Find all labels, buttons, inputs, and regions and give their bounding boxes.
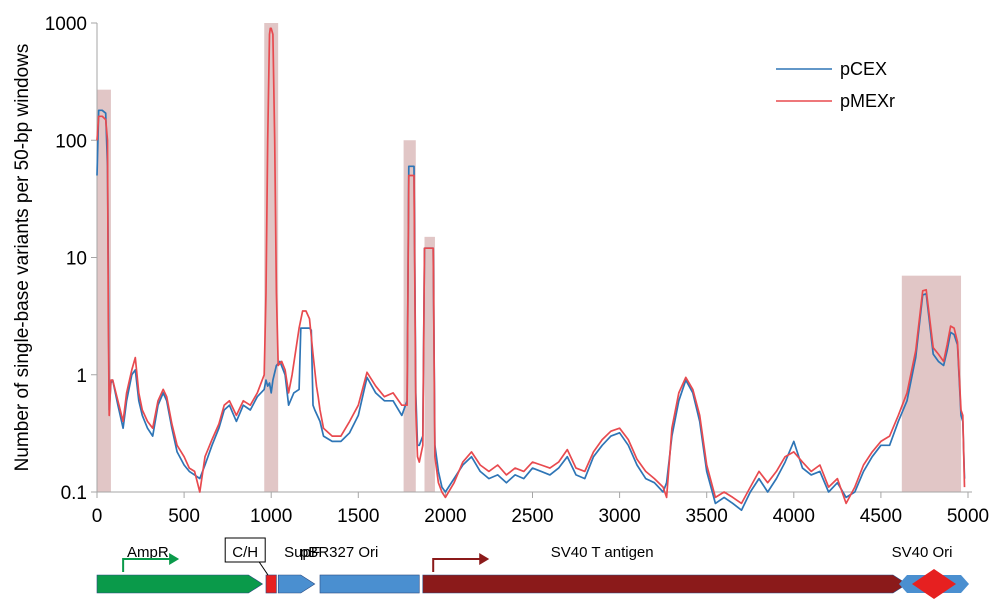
y-ticks: 0.1 1 10 100 1000	[45, 14, 97, 504]
map-label-box	[224, 537, 266, 563]
y-tick-label: 1	[76, 366, 87, 387]
map-label-1: C/H	[232, 544, 258, 561]
x-tick-label: 5000	[947, 506, 989, 527]
promoter-arrow	[432, 558, 482, 572]
x-tick-label: 3500	[686, 506, 728, 527]
legend-label-pCEX: pCEX	[840, 59, 887, 79]
promoter-arrow	[122, 558, 172, 572]
map-label-2: SupF	[284, 544, 320, 561]
y-axis-title: Number of single-base variants per 50-bp…	[12, 44, 33, 472]
map-label-leader	[258, 561, 269, 576]
highlight-region-4	[901, 275, 962, 492]
map-label-0: AmpR	[127, 544, 169, 561]
promoter-arrowhead	[169, 553, 180, 565]
highlight-region-3	[424, 236, 435, 492]
map-label-3: pBR327 Ori	[300, 544, 378, 561]
x-tick-label: 500	[168, 506, 200, 527]
map-feature-4	[422, 574, 908, 594]
series-lines	[96, 27, 966, 512]
y-tick-label: 10	[66, 249, 87, 270]
y-tick-label: 100	[55, 131, 87, 152]
highlight-regions	[97, 23, 962, 492]
x-tick-label: 2000	[424, 506, 466, 527]
promoter-arrowhead	[479, 553, 490, 565]
series-line-pMEXr	[96, 27, 966, 505]
map-feature-1	[265, 574, 277, 594]
x-ticks: 0 500 1000 1500 2000 2500 3000 3500 4000 4500 5000	[92, 492, 989, 527]
y-tick-label: 1000	[45, 14, 87, 35]
map-feature-0	[96, 574, 264, 594]
map-feature-5	[912, 569, 956, 599]
map-feature-2	[277, 574, 316, 594]
map-feature-3	[319, 574, 420, 594]
map-label-4: SV40 T antigen	[551, 544, 654, 561]
series-line-pCEX	[96, 109, 966, 512]
legend: pCEX pMEXr	[776, 59, 895, 111]
y-tick-label: 0.1	[61, 483, 87, 504]
x-tick-label: 3000	[598, 506, 640, 527]
x-tick-label: 4500	[860, 506, 902, 527]
x-tick-label: 2500	[511, 506, 553, 527]
x-tick-label: 1500	[337, 506, 379, 527]
map-label-5: SV40 Ori	[892, 544, 953, 561]
legend-label-pMEXr: pMEXr	[840, 91, 895, 111]
x-tick-label: 4000	[773, 506, 815, 527]
x-tick-label: 0	[92, 506, 103, 527]
x-tick-label: 1000	[250, 506, 292, 527]
